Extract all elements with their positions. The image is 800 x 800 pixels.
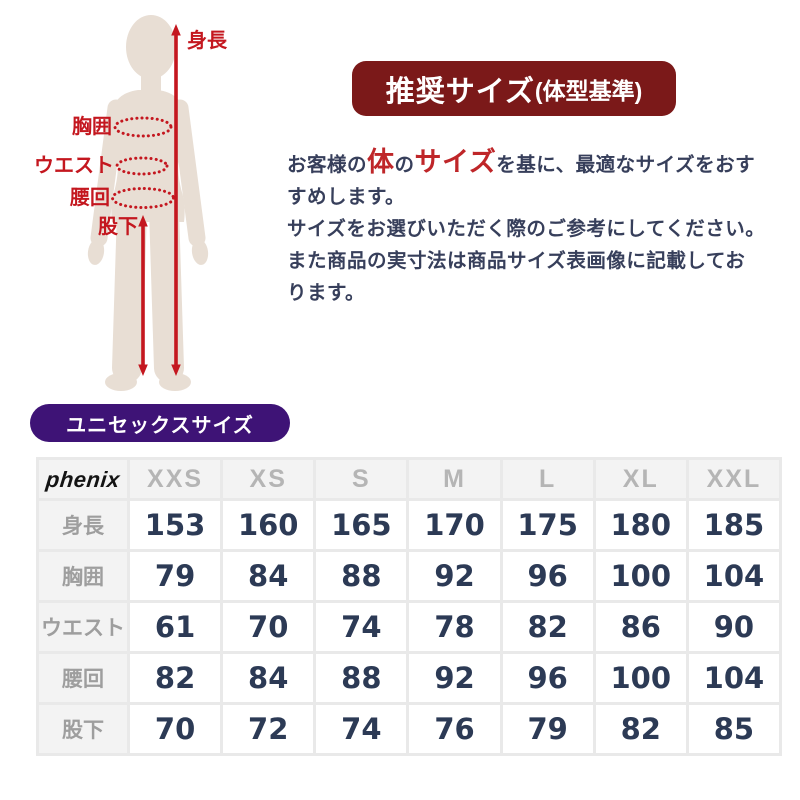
size-value-cell: 70 bbox=[130, 705, 221, 753]
silhouette-left-arm bbox=[90, 99, 125, 247]
size-value-cell: 85 bbox=[688, 705, 779, 753]
recommended-size-subtitle: (体型基準) bbox=[534, 77, 643, 104]
hip-label: 腰回 bbox=[70, 187, 110, 209]
size-table: phenix XXS XS S M L XL XXL 身長 153 160 165 170 175 18… bbox=[36, 457, 782, 756]
size-value-cell: 84 bbox=[223, 552, 314, 600]
intro-line: すめします。 bbox=[287, 186, 406, 208]
hip-measure-ellipse bbox=[111, 187, 175, 209]
size-column-header: XL bbox=[595, 460, 686, 498]
size-value-cell: 74 bbox=[316, 603, 407, 651]
waist-measure-ellipse bbox=[115, 156, 169, 176]
size-value-cell: 76 bbox=[409, 705, 500, 753]
silhouette-right-leg bbox=[149, 195, 184, 383]
chest-label: 胸囲 bbox=[72, 116, 112, 138]
intro-line: ります。 bbox=[287, 282, 366, 304]
intro-emphasis: サイズ bbox=[414, 147, 497, 177]
size-value-cell: 92 bbox=[409, 552, 500, 600]
unisex-size-badge: ユニセックスサイズ bbox=[30, 404, 290, 442]
inseam-label: 股下 bbox=[98, 216, 138, 238]
inseam-arrow bbox=[138, 215, 148, 376]
size-value-cell: 96 bbox=[502, 654, 593, 702]
size-value-cell: 82 bbox=[502, 603, 593, 651]
size-value-cell: 79 bbox=[130, 552, 221, 600]
size-value-cell: 79 bbox=[502, 705, 593, 753]
silhouette-head bbox=[126, 15, 176, 79]
silhouette-left-hand bbox=[87, 239, 105, 265]
size-value-cell: 82 bbox=[130, 654, 221, 702]
height-label: 身長 bbox=[187, 30, 227, 52]
size-table-row: 股下 70 72 74 76 79 82 85 bbox=[39, 705, 779, 753]
size-column-header: M bbox=[409, 460, 500, 498]
size-value-cell: 185 bbox=[688, 501, 779, 549]
size-row-label: ウエスト bbox=[39, 603, 127, 651]
intro-line: また商品の実寸法は商品サイズ表画像に記載してお bbox=[287, 250, 746, 272]
size-value-cell: 92 bbox=[409, 654, 500, 702]
size-value-cell: 153 bbox=[130, 501, 221, 549]
size-column-header: S bbox=[316, 460, 407, 498]
size-table-row: 胸囲 79 84 88 92 96 100 104 bbox=[39, 552, 779, 600]
size-value-cell: 88 bbox=[316, 654, 407, 702]
size-table-header-row: phenix XXS XS S M L XL XXL bbox=[39, 460, 779, 498]
size-value-cell: 160 bbox=[223, 501, 314, 549]
waist-label: ウエスト bbox=[34, 155, 114, 177]
size-value-cell: 104 bbox=[688, 654, 779, 702]
size-value-cell: 90 bbox=[688, 603, 779, 651]
size-value-cell: 100 bbox=[595, 654, 686, 702]
size-value-cell: 165 bbox=[316, 501, 407, 549]
size-value-cell: 74 bbox=[316, 705, 407, 753]
size-value-cell: 180 bbox=[595, 501, 686, 549]
phenix-logo: phenix bbox=[44, 466, 122, 492]
size-value-cell: 72 bbox=[223, 705, 314, 753]
intro-line: サイズをお選びいただく際のご参考にしてください。 bbox=[287, 218, 766, 240]
size-column-header: L bbox=[502, 460, 593, 498]
brand-logo-cell: phenix bbox=[39, 460, 127, 498]
size-row-label: 胸囲 bbox=[39, 552, 127, 600]
size-value-cell: 175 bbox=[502, 501, 593, 549]
size-column-header: XS bbox=[223, 460, 314, 498]
size-row-label: 股下 bbox=[39, 705, 127, 753]
size-value-cell: 104 bbox=[688, 552, 779, 600]
intro-text: お客様の体のサイズを基に、最適なサイズをおす すめします。 サイズをお選びいただ… bbox=[287, 149, 787, 309]
size-value-cell: 61 bbox=[130, 603, 221, 651]
size-value-cell: 86 bbox=[595, 603, 686, 651]
size-value-cell: 96 bbox=[502, 552, 593, 600]
intro-emphasis: 体 bbox=[367, 147, 395, 177]
silhouette-right-foot bbox=[159, 373, 191, 391]
intro-run: を基に、最適なサイズをおす bbox=[496, 154, 756, 176]
size-value-cell: 100 bbox=[595, 552, 686, 600]
size-column-header: XXL bbox=[688, 460, 779, 498]
silhouette-left-foot bbox=[105, 373, 137, 391]
size-column-header: XXS bbox=[130, 460, 221, 498]
size-table-row: 腰回 82 84 88 92 96 100 104 bbox=[39, 654, 779, 702]
size-table-row: ウエスト 61 70 74 78 82 86 90 bbox=[39, 603, 779, 651]
unisex-size-label: ユニセックスサイズ bbox=[66, 414, 254, 437]
intro-run: の bbox=[394, 154, 415, 176]
intro-run: お客様の bbox=[287, 154, 368, 176]
recommended-size-badge: 推奨サイズ (体型基準) bbox=[352, 61, 676, 116]
size-value-cell: 84 bbox=[223, 654, 314, 702]
size-value-cell: 82 bbox=[595, 705, 686, 753]
size-value-cell: 170 bbox=[409, 501, 500, 549]
silhouette-right-hand bbox=[191, 239, 209, 265]
size-value-cell: 78 bbox=[409, 603, 500, 651]
body-measurement-diagram bbox=[87, 15, 209, 391]
size-row-label: 腰回 bbox=[39, 654, 127, 702]
size-table-row: 身長 153 160 165 170 175 180 185 bbox=[39, 501, 779, 549]
silhouette-right-arm bbox=[171, 99, 206, 247]
silhouette-left-leg bbox=[112, 195, 147, 383]
size-value-cell: 70 bbox=[223, 603, 314, 651]
size-row-label: 身長 bbox=[39, 501, 127, 549]
recommended-size-title: 推奨サイズ bbox=[385, 75, 535, 108]
chest-measure-ellipse bbox=[113, 116, 173, 138]
height-arrow bbox=[171, 24, 181, 376]
size-value-cell: 88 bbox=[316, 552, 407, 600]
